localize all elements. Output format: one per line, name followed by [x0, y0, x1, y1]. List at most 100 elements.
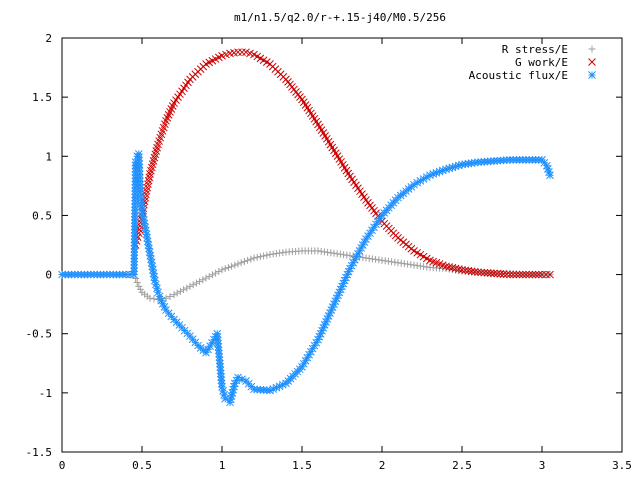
data-point [506, 270, 514, 279]
data-point [170, 291, 178, 299]
data-point-interp [240, 258, 248, 266]
data-point-interp [336, 285, 345, 294]
data-point-interp [208, 271, 216, 279]
data-point-interp [512, 270, 521, 279]
legend-label: R stress/E [502, 43, 568, 56]
data-point [474, 268, 482, 277]
data-point-interp [253, 253, 261, 261]
data-point-interp [247, 255, 255, 263]
data-point-interp [531, 270, 540, 279]
data-point-interp [150, 295, 158, 303]
data-point-interp [137, 198, 146, 207]
chart-title: m1/n1.5/q2.0/r-+.15-j40/M0.5/256 [234, 11, 446, 24]
data-point [186, 282, 194, 290]
y-tick-label: 1 [45, 150, 52, 163]
legend-marker [588, 45, 596, 53]
data-point-interp [237, 259, 245, 267]
x-tick-label: 3 [539, 459, 546, 472]
x-tick-label: 3.5 [612, 459, 632, 472]
data-point-interp [199, 276, 207, 284]
data-point-interp [133, 278, 141, 286]
data-point [234, 48, 242, 57]
data-point-interp [205, 272, 213, 280]
data-point-interp [477, 268, 486, 277]
series-2 [58, 150, 554, 407]
data-point-interp [534, 270, 543, 279]
data-point [546, 171, 554, 180]
data-point-interp [327, 306, 336, 314]
y-tick-label: -0.5 [26, 328, 53, 341]
data-point-interp [499, 270, 508, 278]
x-tick-label: 0 [59, 459, 66, 472]
data-point-interp [180, 286, 188, 294]
data-point [442, 262, 450, 271]
data-point-interp [509, 270, 518, 279]
data-point-interp [215, 267, 223, 275]
data-point-interp [493, 269, 502, 278]
x-tick-label: 2 [379, 459, 386, 472]
data-marks [58, 48, 554, 407]
data-point [136, 187, 145, 196]
data-point-interp [244, 256, 252, 264]
data-point-interp [370, 223, 378, 232]
data-point-interp [496, 270, 505, 278]
legend-marker [588, 58, 596, 66]
data-point-interp [448, 263, 457, 272]
data-point [202, 274, 210, 282]
data-point-interp [256, 253, 264, 261]
x-tick-label: 1 [219, 459, 226, 472]
data-point-interp [228, 262, 236, 270]
y-tick-label: 1.5 [32, 91, 52, 104]
legend-label: Acoustic flux/E [469, 69, 568, 82]
data-point-interp [480, 268, 489, 277]
data-point-interp [528, 270, 537, 279]
data-point-interp [173, 289, 181, 297]
data-point-interp [502, 270, 511, 279]
data-point-interp [136, 285, 144, 293]
y-tick-label: 2 [45, 32, 52, 45]
data-point-interp [461, 266, 470, 275]
data-point [135, 282, 143, 290]
data-point-interp [339, 279, 348, 288]
data-point-interp [451, 264, 460, 273]
x-tick-label: 0.5 [132, 459, 152, 472]
data-point-interp [183, 284, 191, 292]
data-point-interp [224, 263, 232, 271]
data-point-interp [515, 270, 524, 279]
y-tick-label: -1.5 [26, 446, 53, 459]
data-point-interp [525, 270, 534, 279]
data-point-interp [155, 292, 164, 301]
x-tick-label: 2.5 [452, 459, 472, 472]
x-tick-label: 1.5 [292, 459, 312, 472]
data-point-interp [189, 281, 197, 289]
data-point [458, 265, 466, 274]
data-point [546, 270, 554, 279]
legend-label: G work/E [515, 56, 568, 69]
data-point-interp [231, 261, 239, 269]
data-point-interp [260, 252, 268, 260]
y-tick-label: -1 [39, 387, 52, 400]
series-1 [131, 48, 554, 279]
y-tick-label: 0 [45, 269, 52, 282]
axes: 0 0.5 1 1.5 2 2.5 3 3.5 -1.5 -1 -0.5 0 0.5 1 1.5 2 [26, 32, 632, 472]
data-point-interp [486, 269, 495, 278]
data-point-interp [454, 265, 463, 273]
legend-marker [588, 71, 596, 79]
data-point [146, 294, 154, 302]
data-point [250, 254, 258, 262]
data-point-interp [196, 277, 204, 285]
data-point-interp [518, 270, 527, 279]
data-point-interp [166, 292, 174, 300]
data-point-interp [136, 191, 145, 200]
plot-frame [61, 37, 623, 453]
data-point-interp [238, 48, 246, 57]
data-point [234, 373, 242, 382]
data-point-interp [483, 269, 492, 277]
data-point-interp [192, 279, 200, 287]
y-tick-label: 0.5 [32, 209, 52, 222]
data-point [522, 270, 530, 279]
data-point [234, 260, 242, 268]
data-point [490, 269, 498, 278]
